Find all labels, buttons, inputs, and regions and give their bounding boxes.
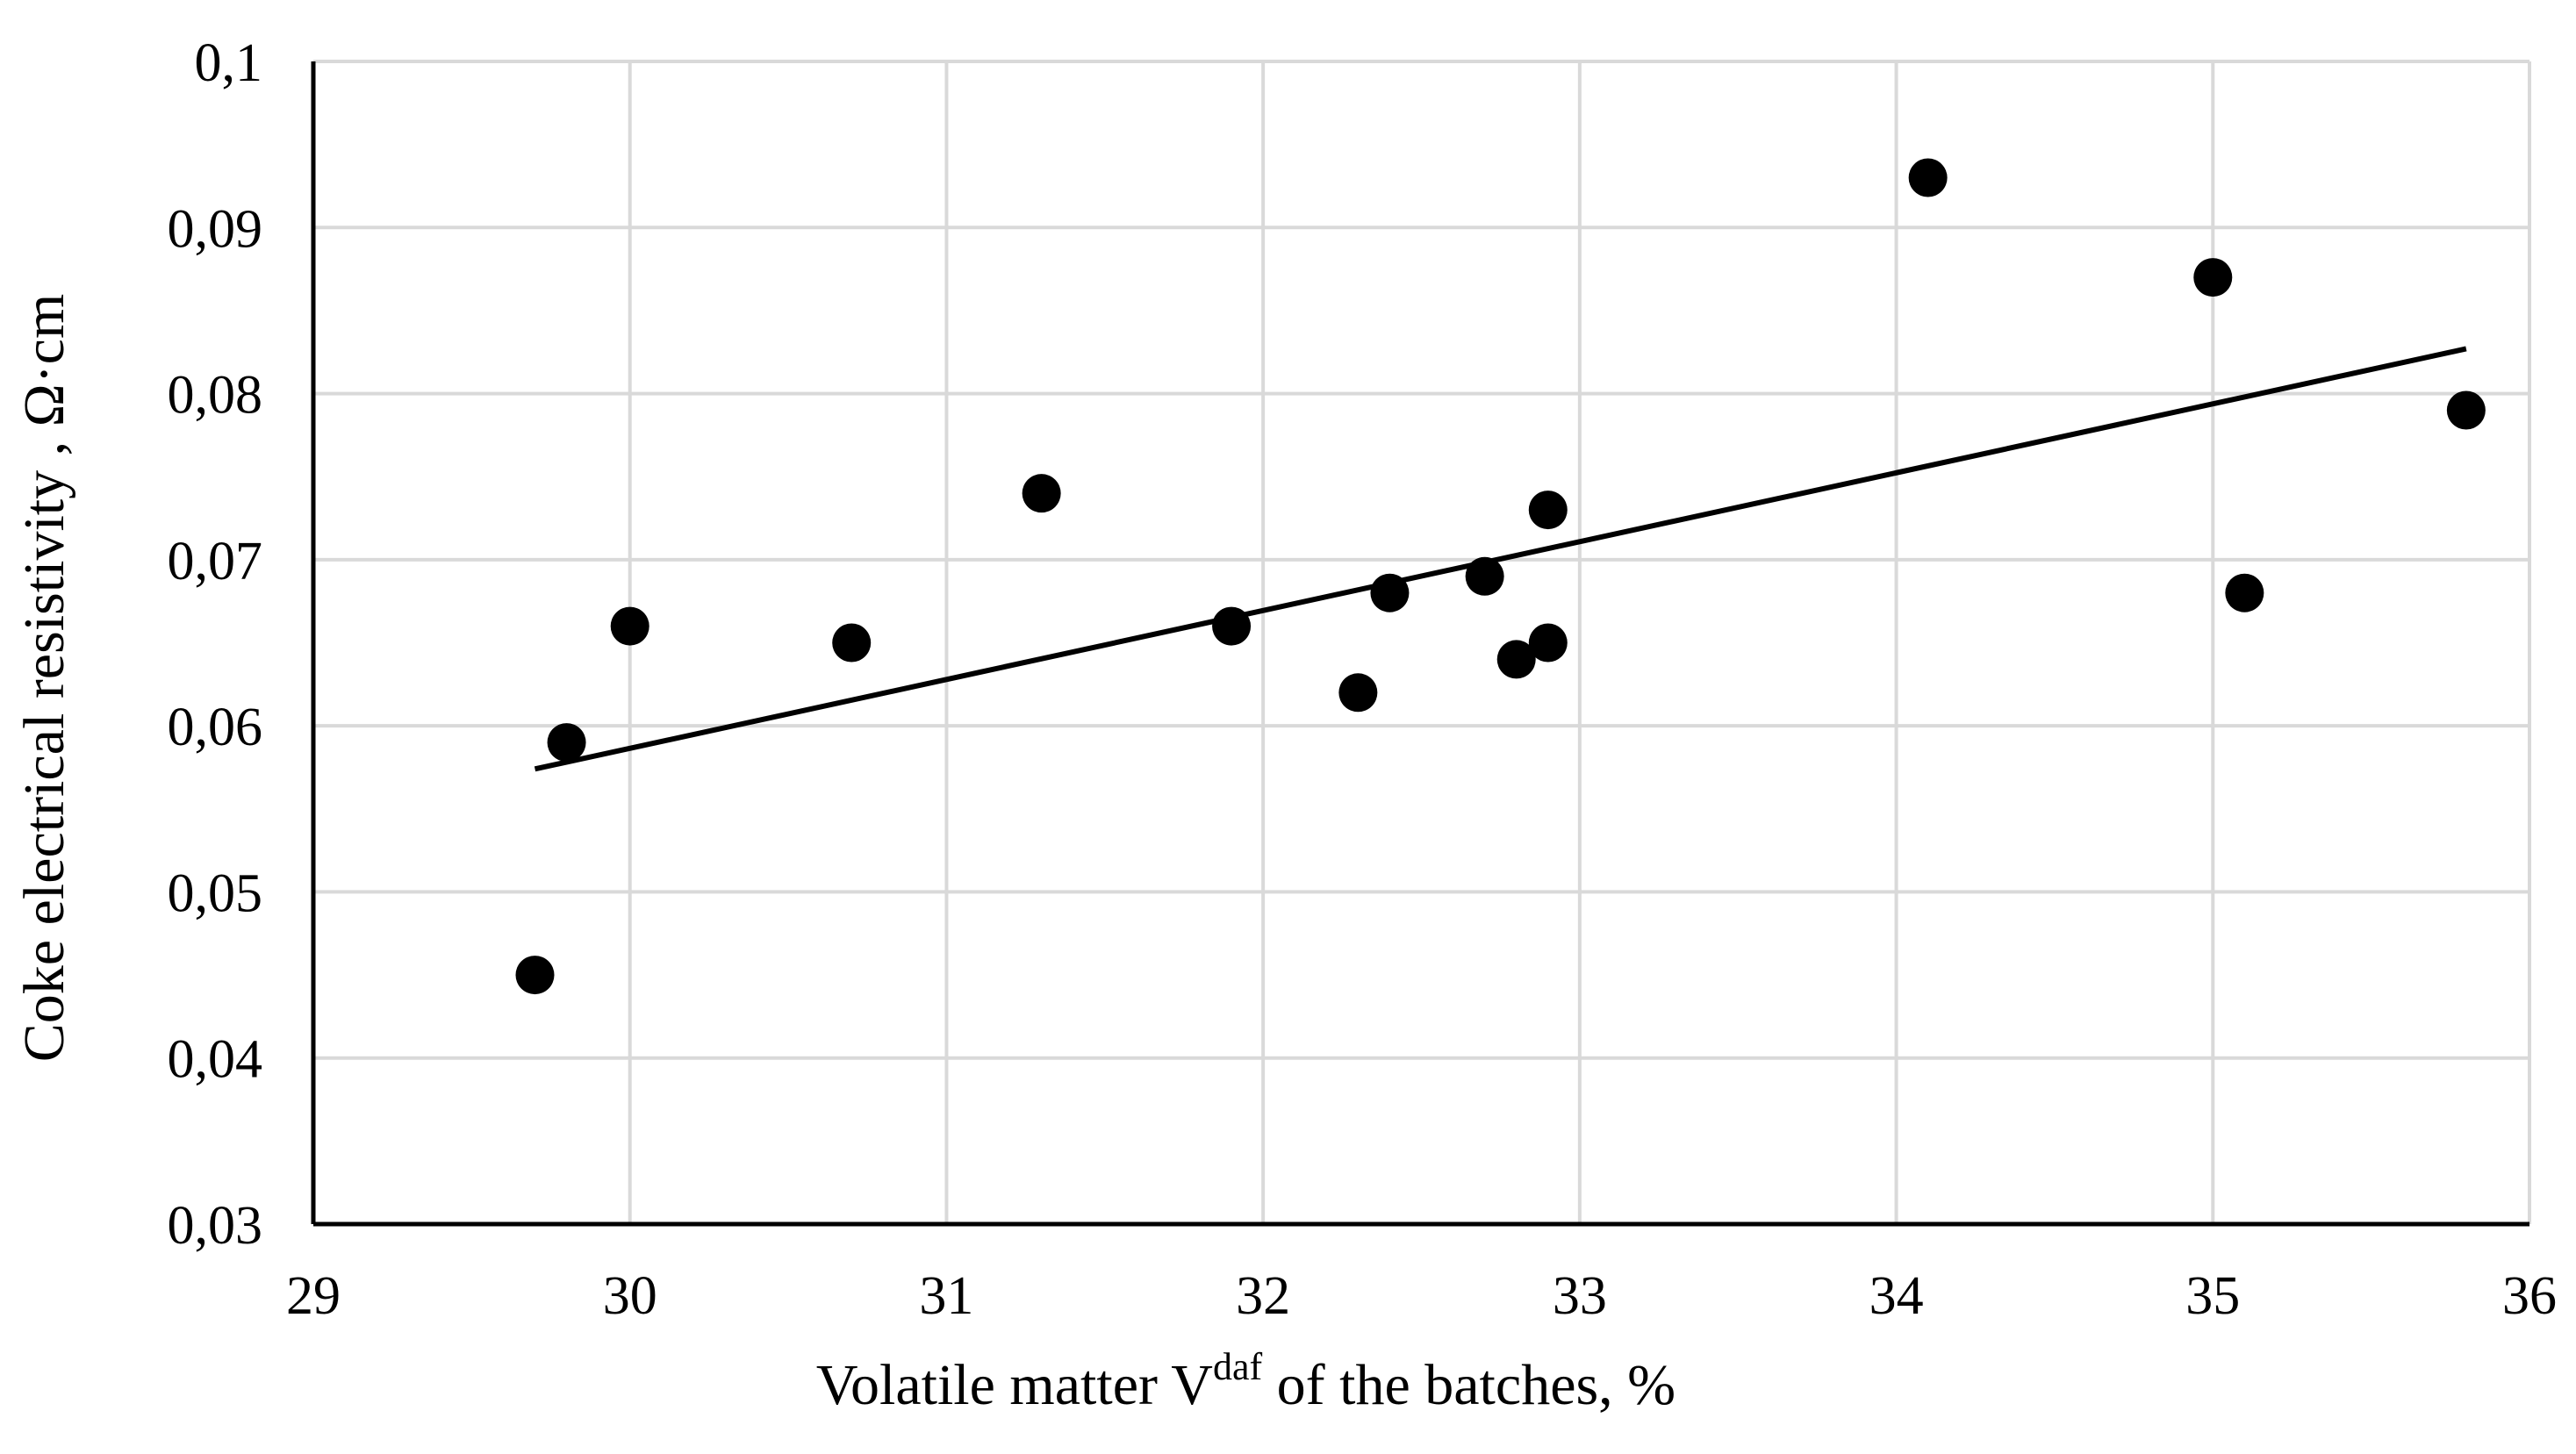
data-point bbox=[547, 723, 586, 763]
y-axis-title: Coke electrical resistivity , Ω·cm bbox=[12, 294, 76, 1063]
data-point bbox=[1370, 573, 1410, 612]
data-point bbox=[1338, 673, 1378, 713]
y-tick-label: 0,1 bbox=[195, 33, 263, 93]
tick-labels: 29 30 31 32 33 34 35 36 0,03 0,04 0,05 0,06 0,07 0,08… bbox=[168, 33, 2558, 1326]
x-tick-label: 32 bbox=[1236, 1266, 1290, 1326]
trendline-group bbox=[534, 346, 2467, 772]
grid-lines bbox=[313, 60, 2531, 1224]
x-axis-title-superscript: daf bbox=[1213, 1345, 1263, 1388]
x-tick-label: 30 bbox=[603, 1266, 657, 1326]
y-tick-label: 0,09 bbox=[168, 199, 263, 259]
y-tick-label: 0,08 bbox=[168, 366, 263, 426]
x-tick-label: 35 bbox=[2185, 1266, 2240, 1326]
data-point bbox=[515, 956, 555, 995]
x-tick-label: 33 bbox=[1553, 1266, 1607, 1326]
data-point bbox=[610, 606, 649, 646]
data-point bbox=[1022, 474, 1061, 513]
data-point bbox=[2193, 258, 2233, 297]
data-point bbox=[1908, 158, 1948, 197]
x-tick-label: 29 bbox=[286, 1266, 341, 1326]
data-point bbox=[1465, 556, 1504, 596]
y-tick-label: 0,07 bbox=[168, 532, 263, 591]
data-point bbox=[2225, 573, 2264, 612]
data-point bbox=[832, 623, 872, 663]
x-tick-label: 34 bbox=[1869, 1266, 1924, 1326]
axis-titles: Volatile matter Vdaf of the batches, % C… bbox=[12, 294, 1675, 1417]
x-axis-title-main: Volatile matter V bbox=[816, 1353, 1213, 1417]
y-tick-label: 0,03 bbox=[168, 1196, 263, 1256]
y-tick-label: 0,05 bbox=[168, 863, 263, 923]
data-points bbox=[515, 158, 2486, 995]
data-point bbox=[1528, 623, 1568, 663]
trendline bbox=[534, 346, 2467, 772]
data-point bbox=[2446, 390, 2486, 430]
y-tick-label: 0,04 bbox=[168, 1030, 263, 1090]
x-axis-title-rest: of the batches, % bbox=[1262, 1353, 1675, 1417]
data-point bbox=[1212, 606, 1252, 646]
axes bbox=[311, 61, 2529, 1227]
x-axis-title: Volatile matter Vdaf of the batches, % bbox=[816, 1345, 1675, 1417]
x-tick-label: 36 bbox=[2502, 1266, 2557, 1326]
x-tick-label: 31 bbox=[919, 1266, 973, 1326]
data-point bbox=[1496, 640, 1536, 679]
y-tick-label: 0,06 bbox=[168, 698, 263, 757]
data-point bbox=[1528, 491, 1568, 530]
